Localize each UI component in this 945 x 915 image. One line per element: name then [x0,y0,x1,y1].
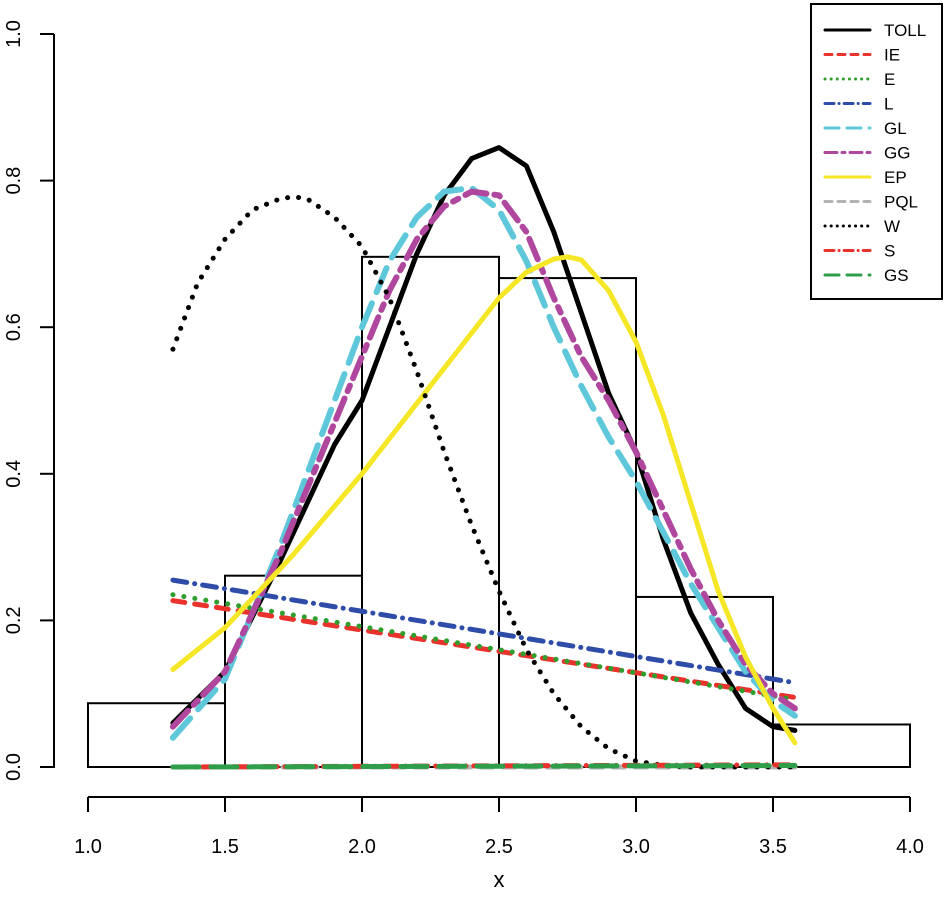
legend-label-e: E [884,70,895,89]
legend-label-w: W [884,217,900,236]
histogram-bar [361,255,500,768]
x-tick-label: 3.0 [622,836,650,858]
y-axis: 0.0 0.2 0.4 0.6 0.8 1.0 [3,20,55,781]
legend-label-ep: EP [884,168,907,187]
legend-label-gs: GS [884,266,909,285]
x-tick-label: 2.5 [485,836,513,858]
x-axis-title: x [494,867,505,892]
series-line-gg [169,188,798,730]
y-tick-label: 0.0 [3,753,25,781]
x-tick-label: 2.0 [348,836,376,858]
y-tick-label: 1.0 [3,20,25,48]
series-line-gs [170,763,798,770]
fitted-density-curves [169,145,798,770]
y-tick-label: 0.6 [3,313,25,341]
x-axis: 1.0 1.5 2.0 2.5 3.0 3.5 4.0 x [74,796,924,892]
legend-label-gg: GG [884,144,910,163]
series-line-l [170,577,798,686]
x-tick-label: 1.5 [211,836,239,858]
x-tick-label: 1.0 [74,836,102,858]
series-line-ep [170,254,798,746]
legend: TOLL IE EL GL GG EP PQL WS GS [810,3,943,300]
histogram-bar [87,702,226,769]
y-tick-label: 0.8 [3,167,25,195]
x-tick-label: 3.5 [759,836,787,858]
legend-label-ie: IE [884,46,900,65]
legend-label-s: S [884,242,895,261]
series-line-gl [169,184,798,741]
y-tick-label: 0.2 [3,606,25,634]
legend-label-l: L [884,95,893,114]
legend-label-pql: PQL [884,193,918,212]
x-tick-label: 4.0 [896,836,924,858]
legend-label-gl: GL [884,119,907,138]
series-line-toll [170,145,798,733]
y-tick-label: 0.4 [3,460,25,488]
series-line-w [170,194,798,770]
series-line-ie [170,598,798,700]
legend-label-toll: TOLL [884,21,926,40]
histogram-bar [772,723,911,769]
